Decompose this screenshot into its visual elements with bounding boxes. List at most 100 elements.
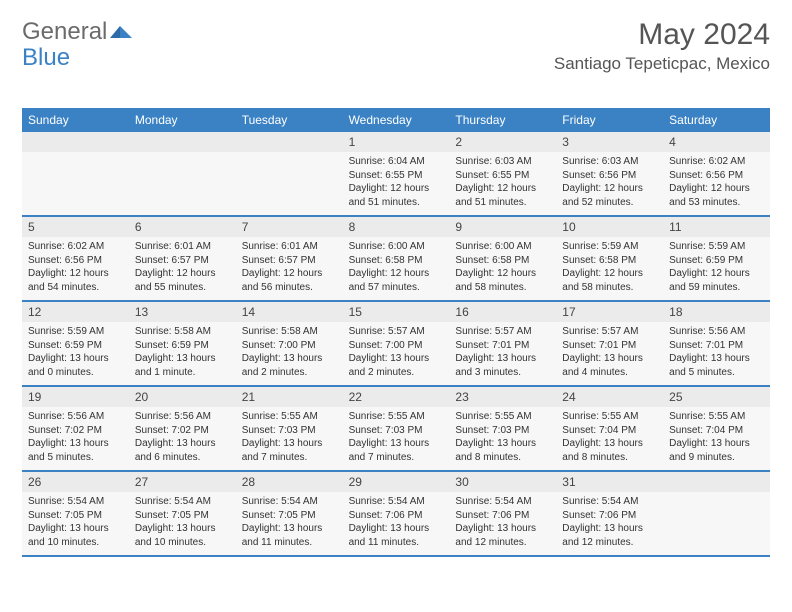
detail-line: Sunset: 6:55 PM — [455, 169, 550, 183]
detail-line: and 5 minutes. — [28, 451, 123, 465]
detail-line: and 11 minutes. — [349, 536, 444, 550]
detail-line: Sunset: 7:03 PM — [242, 424, 337, 438]
week: 1234Sunrise: 6:04 AMSunset: 6:55 PMDayli… — [22, 132, 770, 217]
day-number: 12 — [22, 302, 129, 322]
detail-line: Sunrise: 6:01 AM — [242, 240, 337, 254]
day-detail — [129, 152, 236, 215]
day-number: 20 — [129, 387, 236, 407]
month-title: May 2024 — [554, 18, 770, 52]
detail-line: Sunset: 6:55 PM — [349, 169, 444, 183]
day-detail: Sunrise: 5:55 AMSunset: 7:03 PMDaylight:… — [236, 407, 343, 470]
detail-line: Sunset: 7:00 PM — [242, 339, 337, 353]
detail-line: Sunrise: 5:59 AM — [28, 325, 123, 339]
detail-line: and 54 minutes. — [28, 281, 123, 295]
detail-line: Daylight: 12 hours — [242, 267, 337, 281]
day-number: 27 — [129, 472, 236, 492]
detail-line: and 58 minutes. — [562, 281, 657, 295]
detail-line: Daylight: 13 hours — [135, 352, 230, 366]
day-number-row: 262728293031 — [22, 472, 770, 492]
day-of-week-cell: Sunday — [22, 108, 129, 132]
detail-line: Sunset: 7:01 PM — [669, 339, 764, 353]
day-number: 7 — [236, 217, 343, 237]
detail-line: Sunrise: 5:54 AM — [135, 495, 230, 509]
detail-line: and 4 minutes. — [562, 366, 657, 380]
detail-line: and 51 minutes. — [455, 196, 550, 210]
detail-line: Sunrise: 5:55 AM — [242, 410, 337, 424]
detail-line: Sunrise: 6:03 AM — [562, 155, 657, 169]
day-detail: Sunrise: 6:00 AMSunset: 6:58 PMDaylight:… — [343, 237, 450, 300]
detail-line: Daylight: 13 hours — [242, 352, 337, 366]
detail-line: Sunset: 7:02 PM — [28, 424, 123, 438]
day-number: 22 — [343, 387, 450, 407]
day-detail: Sunrise: 5:54 AMSunset: 7:05 PMDaylight:… — [236, 492, 343, 555]
detail-line: Daylight: 13 hours — [669, 352, 764, 366]
day-of-week-cell: Thursday — [449, 108, 556, 132]
detail-line: Daylight: 13 hours — [562, 352, 657, 366]
detail-line: Sunset: 6:58 PM — [349, 254, 444, 268]
day-detail: Sunrise: 5:56 AMSunset: 7:02 PMDaylight:… — [22, 407, 129, 470]
detail-line: Sunrise: 5:55 AM — [562, 410, 657, 424]
detail-line: Sunrise: 5:58 AM — [242, 325, 337, 339]
detail-line: Sunset: 6:59 PM — [669, 254, 764, 268]
day-detail-row: Sunrise: 6:04 AMSunset: 6:55 PMDaylight:… — [22, 152, 770, 215]
day-detail: Sunrise: 5:57 AMSunset: 7:00 PMDaylight:… — [343, 322, 450, 385]
detail-line: Sunrise: 6:03 AM — [455, 155, 550, 169]
week: 19202122232425Sunrise: 5:56 AMSunset: 7:… — [22, 387, 770, 472]
day-detail: Sunrise: 5:55 AMSunset: 7:04 PMDaylight:… — [663, 407, 770, 470]
detail-line: Sunset: 7:04 PM — [669, 424, 764, 438]
day-number: 2 — [449, 132, 556, 152]
detail-line: Daylight: 12 hours — [562, 267, 657, 281]
detail-line: Sunset: 7:03 PM — [349, 424, 444, 438]
detail-line: Sunset: 7:06 PM — [349, 509, 444, 523]
detail-line: and 6 minutes. — [135, 451, 230, 465]
detail-line: Daylight: 13 hours — [455, 352, 550, 366]
day-number: 1 — [343, 132, 450, 152]
calendar: SundayMondayTuesdayWednesdayThursdayFrid… — [22, 108, 770, 557]
detail-line: and 7 minutes. — [242, 451, 337, 465]
day-number: 23 — [449, 387, 556, 407]
week: 567891011Sunrise: 6:02 AMSunset: 6:56 PM… — [22, 217, 770, 302]
detail-line: Sunrise: 5:54 AM — [28, 495, 123, 509]
day-detail: Sunrise: 5:56 AMSunset: 7:01 PMDaylight:… — [663, 322, 770, 385]
detail-line: Sunrise: 5:59 AM — [562, 240, 657, 254]
weeks-container: 1234Sunrise: 6:04 AMSunset: 6:55 PMDayli… — [22, 132, 770, 557]
day-number-row: 567891011 — [22, 217, 770, 237]
detail-line: Sunset: 6:57 PM — [242, 254, 337, 268]
detail-line: and 11 minutes. — [242, 536, 337, 550]
detail-line: and 3 minutes. — [455, 366, 550, 380]
detail-line: and 5 minutes. — [669, 366, 764, 380]
detail-line: Daylight: 13 hours — [349, 352, 444, 366]
week: 12131415161718Sunrise: 5:59 AMSunset: 6:… — [22, 302, 770, 387]
day-detail: Sunrise: 5:54 AMSunset: 7:05 PMDaylight:… — [22, 492, 129, 555]
detail-line: Daylight: 13 hours — [242, 437, 337, 451]
detail-line: Daylight: 12 hours — [349, 267, 444, 281]
detail-line: Daylight: 12 hours — [669, 182, 764, 196]
day-detail: Sunrise: 5:55 AMSunset: 7:03 PMDaylight:… — [343, 407, 450, 470]
detail-line: Sunrise: 5:54 AM — [455, 495, 550, 509]
day-detail: Sunrise: 5:59 AMSunset: 6:59 PMDaylight:… — [22, 322, 129, 385]
detail-line: and 1 minute. — [135, 366, 230, 380]
day-of-week-cell: Friday — [556, 108, 663, 132]
day-detail: Sunrise: 6:01 AMSunset: 6:57 PMDaylight:… — [236, 237, 343, 300]
detail-line: Sunset: 7:04 PM — [562, 424, 657, 438]
day-number: 3 — [556, 132, 663, 152]
day-number: 4 — [663, 132, 770, 152]
detail-line: and 0 minutes. — [28, 366, 123, 380]
detail-line: Sunrise: 5:55 AM — [669, 410, 764, 424]
day-detail: Sunrise: 6:02 AMSunset: 6:56 PMDaylight:… — [22, 237, 129, 300]
detail-line: Sunset: 6:57 PM — [135, 254, 230, 268]
detail-line: and 52 minutes. — [562, 196, 657, 210]
detail-line: Sunset: 7:03 PM — [455, 424, 550, 438]
day-detail: Sunrise: 5:59 AMSunset: 6:58 PMDaylight:… — [556, 237, 663, 300]
detail-line: Sunset: 6:59 PM — [135, 339, 230, 353]
detail-line: Daylight: 12 hours — [562, 182, 657, 196]
detail-line: Sunrise: 5:57 AM — [562, 325, 657, 339]
detail-line: Sunrise: 5:55 AM — [455, 410, 550, 424]
detail-line: Daylight: 13 hours — [242, 522, 337, 536]
detail-line: Daylight: 12 hours — [135, 267, 230, 281]
day-number: 30 — [449, 472, 556, 492]
detail-line: Sunset: 7:02 PM — [135, 424, 230, 438]
day-detail-row: Sunrise: 5:54 AMSunset: 7:05 PMDaylight:… — [22, 492, 770, 555]
detail-line: Sunset: 7:00 PM — [349, 339, 444, 353]
day-detail: Sunrise: 6:00 AMSunset: 6:58 PMDaylight:… — [449, 237, 556, 300]
